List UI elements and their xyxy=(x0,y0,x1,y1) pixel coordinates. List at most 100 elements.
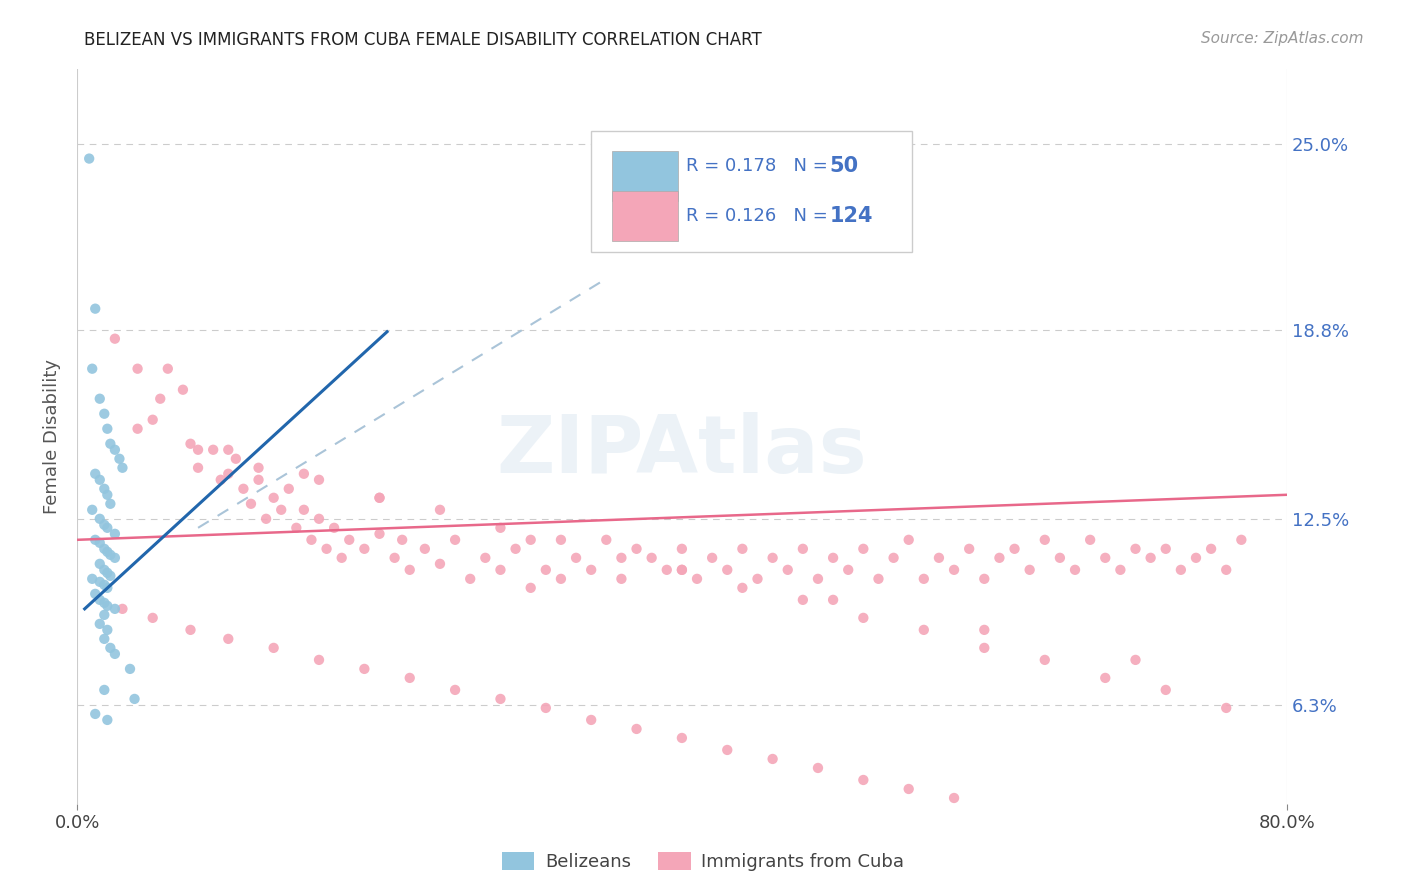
Point xyxy=(731,541,754,556)
Point xyxy=(127,361,149,376)
Point xyxy=(823,592,845,607)
Point xyxy=(84,467,107,481)
Point xyxy=(852,772,875,787)
Point xyxy=(285,521,308,535)
Point xyxy=(96,581,118,595)
Point xyxy=(124,692,146,706)
Point xyxy=(247,473,270,487)
Point xyxy=(883,550,905,565)
Point xyxy=(398,671,420,685)
Point xyxy=(1154,541,1177,556)
Point xyxy=(93,578,115,592)
Text: R = 0.178   N =: R = 0.178 N = xyxy=(686,157,832,175)
Point xyxy=(93,596,115,610)
Point xyxy=(96,623,118,637)
Y-axis label: Female Disability: Female Disability xyxy=(44,359,60,514)
Point xyxy=(550,572,572,586)
Point xyxy=(988,550,1011,565)
Point xyxy=(142,413,165,427)
Point xyxy=(89,536,111,550)
Point xyxy=(519,533,541,547)
Point xyxy=(489,692,512,706)
Point xyxy=(398,563,420,577)
Point xyxy=(93,682,115,697)
Point xyxy=(391,533,413,547)
Point xyxy=(187,460,209,475)
Point xyxy=(104,550,127,565)
Point xyxy=(912,572,935,586)
Point xyxy=(897,533,920,547)
Point xyxy=(897,781,920,796)
Point xyxy=(444,533,467,547)
Point xyxy=(731,581,754,595)
Point xyxy=(98,497,121,511)
Point xyxy=(209,473,232,487)
Point xyxy=(489,563,512,577)
Point xyxy=(315,541,337,556)
Text: R = 0.126   N =: R = 0.126 N = xyxy=(686,207,832,225)
Point xyxy=(96,488,118,502)
Point xyxy=(82,572,104,586)
Point xyxy=(330,550,353,565)
Point xyxy=(1215,851,1237,865)
Point xyxy=(792,592,814,607)
Point xyxy=(84,587,107,601)
Point xyxy=(489,521,512,535)
Point xyxy=(550,533,572,547)
Point xyxy=(82,361,104,376)
Point xyxy=(96,545,118,559)
Point xyxy=(93,632,115,646)
Point xyxy=(1078,821,1101,835)
Point xyxy=(82,503,104,517)
Point xyxy=(429,557,451,571)
Point xyxy=(308,653,330,667)
Point xyxy=(671,563,693,577)
Point xyxy=(337,533,360,547)
Point xyxy=(179,436,201,450)
Point xyxy=(93,607,115,622)
Point xyxy=(156,361,179,376)
Point xyxy=(807,572,830,586)
Point xyxy=(89,392,111,406)
Point xyxy=(217,442,239,457)
Point xyxy=(1033,812,1056,826)
Text: 124: 124 xyxy=(830,206,873,226)
Point xyxy=(474,550,496,565)
Point xyxy=(77,152,100,166)
Point xyxy=(1154,682,1177,697)
FancyBboxPatch shape xyxy=(591,131,911,252)
Point xyxy=(1215,563,1237,577)
Point xyxy=(93,517,115,532)
Point xyxy=(519,581,541,595)
Point xyxy=(84,301,107,316)
Point xyxy=(1094,550,1116,565)
Point xyxy=(973,640,995,655)
Point xyxy=(254,512,277,526)
Point xyxy=(429,503,451,517)
Point xyxy=(232,482,254,496)
Point xyxy=(127,422,149,436)
Point xyxy=(263,640,285,655)
FancyBboxPatch shape xyxy=(612,192,678,242)
Point xyxy=(104,442,127,457)
Point xyxy=(149,392,172,406)
Point xyxy=(89,557,111,571)
Point xyxy=(1125,833,1147,847)
Point xyxy=(187,442,209,457)
Point xyxy=(93,541,115,556)
Point xyxy=(852,541,875,556)
Point xyxy=(104,647,127,661)
Point xyxy=(579,713,602,727)
Point xyxy=(353,662,375,676)
Point xyxy=(89,574,111,589)
Point xyxy=(716,743,738,757)
Point xyxy=(98,640,121,655)
Point xyxy=(1109,563,1132,577)
Point xyxy=(1018,563,1040,577)
Point xyxy=(179,623,201,637)
Point xyxy=(702,550,724,565)
Point xyxy=(776,563,799,577)
Point xyxy=(655,563,678,577)
Point xyxy=(792,541,814,556)
Point xyxy=(84,706,107,721)
